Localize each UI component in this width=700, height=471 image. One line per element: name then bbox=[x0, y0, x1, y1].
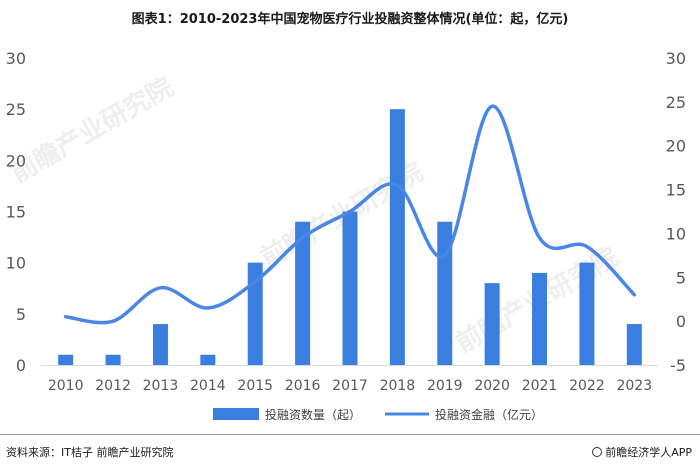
legend: 投融资数量（起） 投融资金融（亿元） bbox=[213, 407, 543, 422]
y-right-tick: 30 bbox=[666, 49, 686, 68]
bar-2023 bbox=[626, 324, 642, 365]
legend-bar-swatch bbox=[213, 408, 259, 420]
x-tick-2015: 2015 bbox=[237, 378, 273, 394]
y-right-tick: 15 bbox=[666, 181, 686, 200]
chart-title: 图表1：2010-2023年中国宠物医疗行业投融资整体情况(单位：起，亿元) bbox=[131, 12, 569, 27]
x-tick-2019: 2019 bbox=[427, 378, 463, 394]
brand-text: 前瞻经济学人APP bbox=[605, 446, 692, 459]
series-line-amount bbox=[63, 104, 637, 325]
x-axis: 2010 2012 2013 2014 2015 2016 2017 2018 2019 2020… bbox=[42, 365, 658, 394]
x-tick-2017: 2017 bbox=[332, 378, 368, 394]
bar-2017 bbox=[342, 211, 358, 365]
y-right-tick: 20 bbox=[666, 137, 686, 156]
x-tick-2023: 2023 bbox=[616, 378, 652, 394]
y-left-tick: 30 bbox=[6, 49, 26, 68]
y-left-tick: 5 bbox=[16, 305, 26, 324]
bar-2012 bbox=[105, 354, 121, 365]
brand-logo-icon bbox=[592, 447, 603, 457]
brand-label: 前瞻经济学人APP bbox=[592, 444, 692, 460]
y-right-tick: 0 bbox=[676, 312, 686, 331]
x-tick-2020: 2020 bbox=[474, 378, 510, 394]
bar-2020 bbox=[484, 283, 500, 365]
x-tick-2012: 2012 bbox=[95, 378, 131, 394]
source-note: 资料来源：IT桔子 前瞻产业研究院 bbox=[6, 446, 174, 459]
legend-line-label: 投融资金融（亿元） bbox=[435, 407, 543, 422]
y-right-tick: 10 bbox=[666, 224, 686, 243]
y-right-tick: -5 bbox=[670, 356, 686, 375]
chart: 0 5 10 15 20 25 30 -5 0 5 10 15 20 25 30 2010 2012 2013… bbox=[6, 49, 686, 422]
x-tick-2018: 2018 bbox=[380, 378, 416, 394]
y-left-tick: 0 bbox=[16, 356, 26, 375]
y-axis-left: 0 5 10 15 20 25 30 bbox=[6, 49, 26, 375]
bar-2021 bbox=[532, 272, 548, 365]
legend-bar-label: 投融资数量（起） bbox=[265, 407, 361, 422]
bar-2014 bbox=[200, 354, 216, 365]
line-layer bbox=[63, 104, 637, 325]
bar-2022 bbox=[579, 262, 595, 365]
bar-2015 bbox=[247, 262, 263, 365]
bar-2018 bbox=[389, 109, 405, 366]
bars-layer bbox=[58, 109, 642, 366]
bar-2016 bbox=[295, 221, 311, 365]
y-left-tick: 20 bbox=[6, 151, 26, 170]
y-right-tick: 25 bbox=[666, 93, 686, 112]
y-axis-right: -5 0 5 10 15 20 25 30 bbox=[666, 49, 686, 375]
footer-divider bbox=[0, 434, 700, 435]
y-left-tick: 15 bbox=[6, 203, 26, 222]
bar-2013 bbox=[152, 324, 168, 365]
x-tick-2022: 2022 bbox=[569, 378, 605, 394]
x-tick-2014: 2014 bbox=[190, 378, 226, 394]
y-right-tick: 5 bbox=[676, 268, 686, 287]
x-tick-2010: 2010 bbox=[48, 378, 84, 394]
bar-2010 bbox=[58, 354, 74, 365]
x-tick-2021: 2021 bbox=[522, 378, 558, 394]
y-left-tick: 25 bbox=[6, 100, 26, 119]
x-tick-2013: 2013 bbox=[143, 378, 179, 394]
x-tick-2016: 2016 bbox=[285, 378, 321, 394]
y-left-tick: 10 bbox=[6, 254, 26, 273]
